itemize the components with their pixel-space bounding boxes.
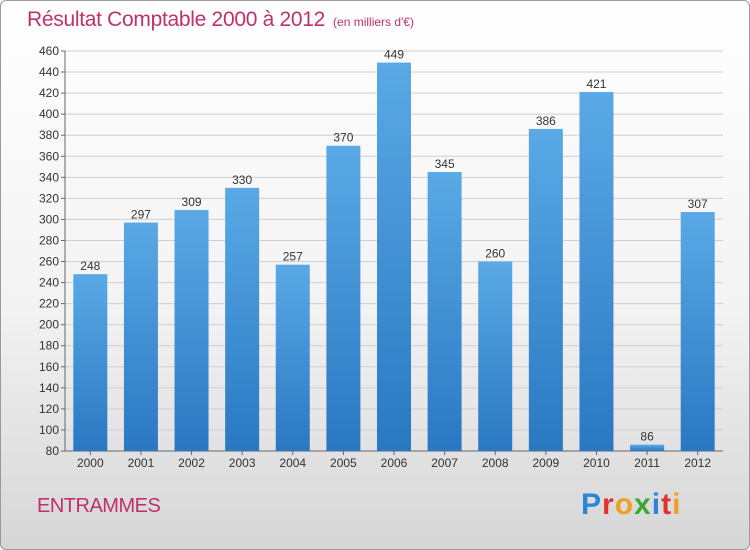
y-tick-label: 440 <box>39 65 59 79</box>
x-tick-label-2009: 2009 <box>532 456 559 470</box>
chart-subtitle: (en milliers d'€) <box>333 15 415 29</box>
logo-letter: x <box>634 488 652 521</box>
commune-name: ENTRAMMES <box>37 495 161 517</box>
chart-title: Résultat Comptable 2000 à 2012 (en millie… <box>27 8 414 32</box>
x-tick-label-2004: 2004 <box>279 456 306 470</box>
logo-letter: o <box>614 488 635 521</box>
data-label-2004: 257 <box>283 250 303 264</box>
bar-2003[interactable] <box>225 187 260 451</box>
data-label-2003: 330 <box>232 173 252 187</box>
y-tick-label: 320 <box>39 191 59 205</box>
y-tick-label: 420 <box>39 86 59 100</box>
x-tick-label-2008: 2008 <box>482 456 509 470</box>
y-tick-label: 380 <box>39 128 59 142</box>
logo-letter: i <box>672 488 682 521</box>
data-label-2009: 386 <box>536 114 556 128</box>
y-tick-label: 180 <box>39 339 59 353</box>
y-tick-label: 160 <box>39 360 59 374</box>
x-tick-label-2005: 2005 <box>330 456 357 470</box>
y-tick-label: 100 <box>39 423 59 437</box>
y-tick-label: 360 <box>39 149 59 163</box>
bar-2002[interactable] <box>174 209 209 451</box>
bars <box>73 62 715 452</box>
bar-2001[interactable] <box>123 222 158 451</box>
proxiti-logo[interactable]: Proxiti <box>581 488 681 522</box>
logo-letter: P <box>581 488 603 521</box>
x-tick-label-2000: 2000 <box>77 456 104 470</box>
bar-2007[interactable] <box>427 172 462 452</box>
bar-2006[interactable] <box>377 62 411 451</box>
data-label-2001: 297 <box>131 208 151 222</box>
y-tick-label: 240 <box>39 276 59 290</box>
data-label-2005: 370 <box>333 131 353 145</box>
y-tick-label: 460 <box>39 44 59 58</box>
data-label-2010: 421 <box>586 77 606 91</box>
bar-2010[interactable] <box>579 92 614 451</box>
bar-2004[interactable] <box>275 264 310 451</box>
bar-2008[interactable] <box>478 261 513 451</box>
y-tick-label: 80 <box>46 444 60 458</box>
y-tick-label: 280 <box>39 233 59 247</box>
bar-2000[interactable] <box>73 274 108 451</box>
logo-letter: t <box>661 488 673 521</box>
bar-2012[interactable] <box>680 212 715 451</box>
y-tick-label: 300 <box>39 212 59 226</box>
data-label-2008: 260 <box>485 247 505 261</box>
data-label-2007: 345 <box>435 157 455 171</box>
y-tick-label: 340 <box>39 170 59 184</box>
y-tick-label: 120 <box>39 402 59 416</box>
bar-2009[interactable] <box>528 128 563 451</box>
logo-letter: i <box>651 488 662 521</box>
x-tick-label-2003: 2003 <box>229 456 256 470</box>
x-tick-label-2007: 2007 <box>431 456 458 470</box>
x-tick-label-2002: 2002 <box>178 456 205 470</box>
data-label-2002: 309 <box>182 195 202 209</box>
data-label-2011: 86 <box>640 430 654 444</box>
y-tick-label: 260 <box>39 255 59 269</box>
y-tick-label: 400 <box>39 107 59 121</box>
logo-letter: r <box>602 488 615 521</box>
x-tick-label-2010: 2010 <box>583 456 610 470</box>
y-tick-label: 220 <box>39 297 59 311</box>
bar-2011[interactable] <box>630 444 665 451</box>
y-tick-label: 140 <box>39 381 59 395</box>
chart-title-text: Résultat Comptable 2000 à 2012 <box>27 8 326 31</box>
x-tick-label-2012: 2012 <box>684 456 711 470</box>
x-tick-label-2001: 2001 <box>128 456 155 470</box>
data-label-2000: 248 <box>80 259 100 273</box>
data-label-2012: 307 <box>688 197 708 211</box>
bar-2005[interactable] <box>326 145 361 451</box>
labels: 80 100 120 140 160 180 200 220 240 260 280 300 320 34… <box>39 44 711 470</box>
x-tick-label-2006: 2006 <box>381 456 408 470</box>
y-tick-label: 200 <box>39 318 59 332</box>
data-label-2006: 449 <box>384 48 404 62</box>
x-tick-label-2011: 2011 <box>634 456 660 470</box>
